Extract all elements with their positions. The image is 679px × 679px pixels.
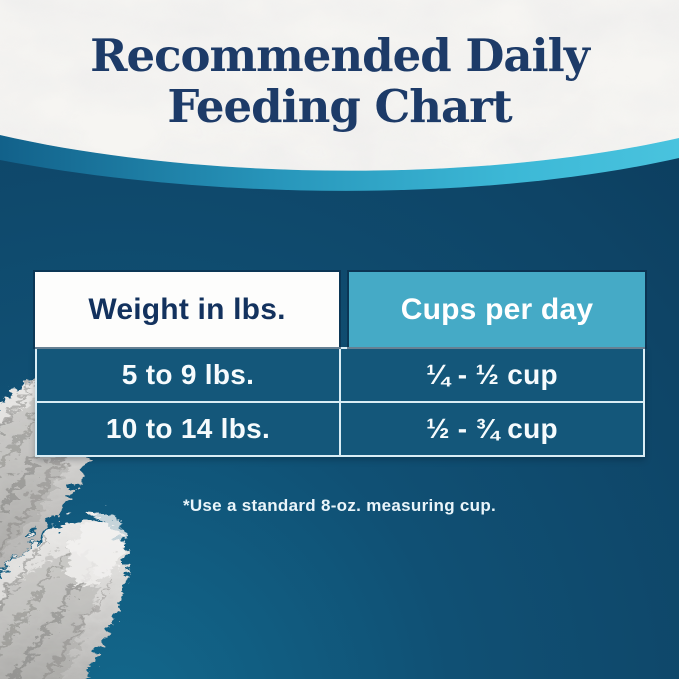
table-body: 5 to 9 lbs. ¼ - ½ cup 10 to 14 lbs. ½ - … <box>35 347 645 457</box>
table-header-row: Weight in lbs. Cups per day <box>35 272 645 347</box>
cups-cell-row1: ¼ - ½ cup <box>341 349 643 401</box>
marble-header-background <box>0 0 679 171</box>
column-header-weight: Weight in lbs. <box>35 272 339 347</box>
cups-cell-row2: ½ - ¾ cup <box>341 403 643 455</box>
page-title-line-2: Feeding Chart <box>167 80 512 134</box>
feeding-table: Weight in lbs. Cups per day 5 to 9 lbs. … <box>35 272 645 457</box>
weight-cell-row1: 5 to 9 lbs. <box>37 349 339 401</box>
row-divider <box>37 401 643 403</box>
column-divider <box>339 403 341 455</box>
page-title: Recommended Daily Feeding Chart <box>0 30 679 133</box>
column-header-cups: Cups per day <box>349 272 645 347</box>
weight-cell-row2: 10 to 14 lbs. <box>37 403 339 455</box>
column-divider <box>339 349 341 401</box>
page-title-line-1: Recommended Daily <box>90 29 590 82</box>
footnote: *Use a standard 8-oz. measuring cup. <box>182 496 497 515</box>
cat-paw-lower <box>0 510 122 679</box>
